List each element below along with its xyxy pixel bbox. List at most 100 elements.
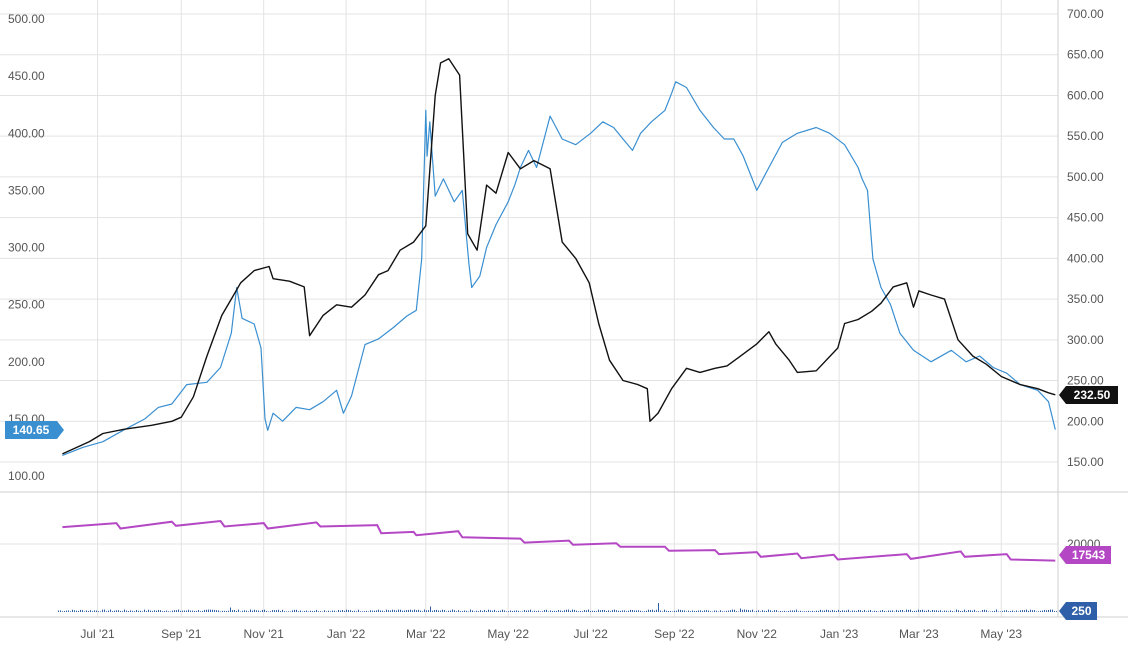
volume-bar	[196, 611, 197, 612]
volume-bar	[432, 610, 433, 612]
volume-bar	[852, 610, 853, 612]
volume-bar	[982, 610, 983, 612]
volume-bar	[240, 611, 241, 612]
volume-bar	[124, 609, 125, 612]
volume-bar	[106, 611, 107, 612]
volume-bar	[696, 611, 697, 612]
volume-bar	[270, 611, 271, 612]
y-right-tick-label: 450.00	[1067, 211, 1104, 225]
volume-bar	[786, 611, 787, 612]
volume-bar	[92, 611, 93, 612]
volume-bar	[454, 610, 455, 612]
black-last-value-badge-shape	[1059, 386, 1118, 404]
volume-bar	[608, 610, 609, 612]
volume-bar	[778, 611, 779, 612]
volume-bar	[272, 610, 273, 612]
purple-indicator-line[interactable]	[62, 519, 1056, 562]
volume-bar	[622, 610, 623, 612]
volume-bar	[568, 609, 569, 612]
volume-bar	[720, 610, 721, 612]
volume-bar	[554, 610, 555, 612]
volume-bar	[706, 610, 707, 612]
volume-bar	[1034, 610, 1035, 612]
volume-bar	[330, 611, 331, 612]
volume-bar	[382, 610, 383, 612]
volume-bar	[264, 609, 265, 612]
volume-bar	[268, 611, 269, 612]
volume-bar	[838, 609, 839, 612]
volume-bar	[906, 609, 907, 612]
volume-bar	[784, 610, 785, 612]
volume-bar	[806, 611, 807, 612]
volume-bar	[122, 611, 123, 612]
volume-bar	[728, 610, 729, 612]
volume-bar	[606, 610, 607, 612]
volume-bar	[418, 609, 419, 612]
volume-bar	[580, 611, 581, 612]
volume-bar	[846, 610, 847, 612]
volume-bar	[372, 610, 373, 612]
volume-bar	[180, 610, 181, 612]
volume-bar	[412, 610, 413, 612]
volume-bar	[254, 609, 255, 612]
y-left-tick-label: 350.00	[8, 183, 45, 197]
volume-bar	[1048, 609, 1049, 612]
x-tick-label: Mar '23	[899, 627, 939, 641]
volume-bar	[814, 611, 815, 612]
volume-bar	[956, 609, 957, 612]
volume-bar	[136, 609, 137, 612]
volume-bar	[68, 610, 69, 612]
blue-price-line[interactable]	[62, 81, 1056, 456]
volume-bar	[160, 610, 161, 612]
volume-bar	[868, 610, 869, 612]
x-tick-label: May '22	[487, 627, 529, 641]
volume-bar	[600, 610, 601, 612]
volume-bar	[250, 609, 251, 612]
volume-bar	[238, 609, 239, 612]
volume-bar	[536, 611, 537, 612]
volume-bar	[348, 610, 349, 612]
volume-bar	[890, 610, 891, 612]
volume-bar	[700, 610, 701, 612]
x-tick-label: Jul '22	[573, 627, 608, 641]
volume-bar	[586, 610, 587, 612]
plot-area[interactable]	[58, 58, 1057, 612]
volume-bar	[872, 611, 873, 612]
volume-bar	[444, 610, 445, 612]
black-price-line[interactable]	[62, 58, 1056, 455]
volume-bar	[172, 610, 173, 612]
volume-bar	[502, 609, 503, 612]
volume-bar	[656, 609, 657, 612]
volume-bar	[688, 610, 689, 612]
volume-bar	[460, 611, 461, 612]
y-right-tick-label: 250.00	[1067, 374, 1104, 388]
volume-bar	[146, 611, 147, 612]
volume-bar	[360, 611, 361, 612]
volume-bar	[966, 611, 967, 612]
volume-bar	[1004, 610, 1005, 612]
volume-bar	[562, 611, 563, 612]
volume-bar	[366, 610, 367, 612]
volume-bar	[860, 610, 861, 612]
volume-bar	[724, 611, 725, 612]
volume-bar	[426, 610, 427, 612]
volume-bar	[164, 611, 165, 612]
volume-bar	[972, 610, 973, 612]
volume-bar	[276, 610, 277, 612]
volume-bar	[534, 610, 535, 612]
volume-bar	[610, 611, 611, 612]
volume-bar	[970, 610, 971, 612]
volume-bar	[352, 610, 353, 612]
volume-bar	[494, 609, 495, 612]
volume-bar	[740, 608, 741, 612]
volume-bar	[244, 610, 245, 612]
volume-bar	[602, 609, 603, 612]
volume-bar	[946, 610, 947, 612]
volume-bar	[496, 611, 497, 612]
volume-bar	[898, 610, 899, 612]
volume-bar	[326, 611, 327, 612]
volume-bar	[322, 611, 323, 612]
volume-bar	[472, 610, 473, 612]
volume-bar	[716, 610, 717, 612]
volume-bar	[410, 609, 411, 612]
